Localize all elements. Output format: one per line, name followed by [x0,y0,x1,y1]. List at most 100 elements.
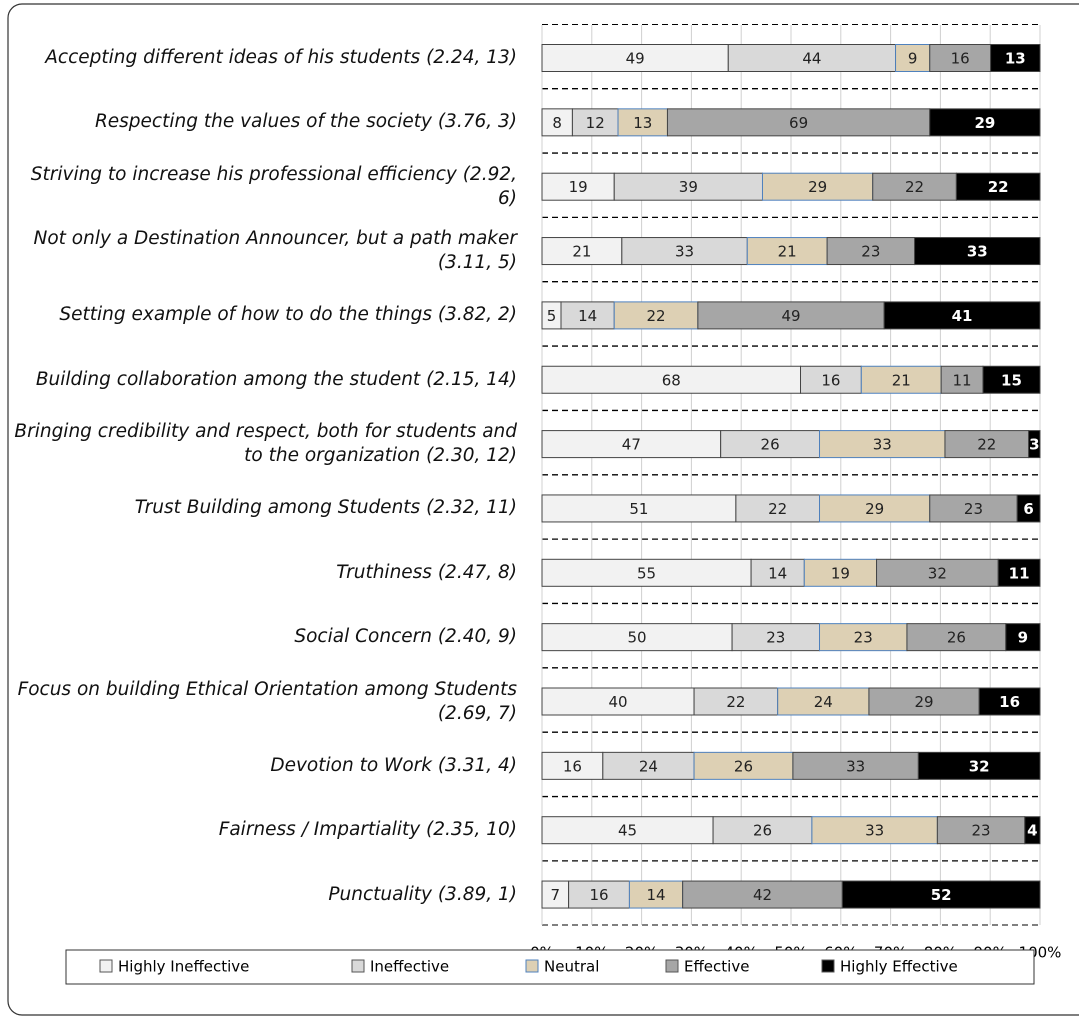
bar-segment [872,172,957,201]
bar-segment [990,44,1041,72]
bar-segment [826,237,916,266]
category-label: Punctuality (3.89, 1) [328,883,517,905]
legend-swatch [821,959,835,973]
legend-swatch [525,959,539,973]
bar-segment [712,816,813,845]
category-label: Fairness / Impartiality (2.35, 10) [218,819,517,841]
category-label: Focus on building Ethical Orientation am… [17,678,517,724]
value-label: 29 [865,500,884,518]
value-label: 16 [999,693,1020,711]
value-label: 19 [831,564,850,582]
value-label: 45 [618,822,637,840]
bar-segment [917,751,1041,780]
value-label: 33 [873,436,892,454]
bar-segment [929,108,1041,137]
value-label: 14 [768,564,787,582]
value-label: 8 [552,114,562,132]
legend-box [65,949,1035,985]
bar-segment [693,687,779,716]
value-label: 3 [1029,436,1039,454]
value-label: 11 [1009,564,1030,582]
value-label: 49 [781,307,800,325]
bar-segment [982,365,1041,394]
value-label: 22 [726,693,745,711]
category-label: Trust Building among Students (2.32, 11) [134,497,517,519]
value-label: 50 [627,629,646,647]
value-label: 26 [753,822,772,840]
value-label: 13 [633,114,652,132]
value-label: 16 [589,886,608,904]
bar-segment [621,237,748,266]
value-label: 39 [679,178,698,196]
bar-segment [929,44,992,72]
bar-segment [571,108,619,137]
bar-segment [541,365,802,394]
bar-segment [819,430,946,459]
value-label: 33 [846,757,865,775]
bar-segment [697,301,885,330]
bar-segment [792,751,919,780]
value-label: 69 [789,114,808,132]
category-label: Social Concern (2.40, 9) [294,626,517,648]
bar-segment [940,365,984,394]
bar-segment [541,237,623,266]
value-label: 23 [766,629,785,647]
value-label: 47 [622,436,641,454]
bar-segment [613,172,763,201]
bar-segment [860,365,942,394]
bar-segment [720,430,821,459]
value-label: 11 [953,371,972,389]
category-label: Bringing credibility and respect, both f… [14,421,517,467]
bar-segment [541,687,695,716]
category-label: Building collaboration among the student… [35,368,517,390]
bar-segment [876,558,999,587]
value-label: 14 [578,307,597,325]
category-label: Accepting different ideas of his student… [45,46,517,68]
value-label: 33 [675,243,694,261]
legend-label: Ineffective [370,958,449,976]
bar-segment [541,880,570,909]
value-label: 29 [808,178,827,196]
legend-label: Highly Effective [840,958,958,976]
bar-segment [944,430,1030,459]
value-label: 23 [861,243,880,261]
bar-segment [929,494,1018,523]
category-label: Truthiness (2.47, 8) [336,561,517,583]
value-label: 21 [778,243,797,261]
value-label: 24 [639,757,658,775]
value-label: 22 [905,178,924,196]
value-label: 14 [646,886,665,904]
bar-segment [1028,430,1041,459]
bar-segment [735,494,821,523]
bar-segment [628,880,684,909]
bar-segment [693,751,794,780]
bar-segment [727,44,897,72]
value-label: 33 [967,243,988,261]
value-label: 6 [1023,500,1033,518]
bar-segment [1005,623,1041,652]
value-label: 32 [928,564,947,582]
category-label: Setting example of how to do the things … [59,304,517,326]
value-label: 68 [662,371,681,389]
value-label: 4 [1027,822,1037,840]
bar-segment [541,751,604,780]
bar-segment [803,558,878,587]
category-label: Striving to increase his professional ef… [30,163,517,209]
bar-segment [746,237,828,266]
bar-segment [936,816,1026,845]
value-label: 5 [547,307,557,325]
value-label: 33 [865,822,884,840]
value-label: 26 [734,757,753,775]
value-label: 49 [626,50,645,68]
value-label: 16 [563,757,582,775]
legend-swatch [665,959,679,973]
value-label: 42 [753,886,772,904]
value-label: 22 [977,436,996,454]
bar-segment [906,623,1007,652]
bar-segment [800,365,862,394]
bar-segment [1016,494,1041,523]
value-label: 12 [586,114,605,132]
bar-segment [613,301,699,330]
